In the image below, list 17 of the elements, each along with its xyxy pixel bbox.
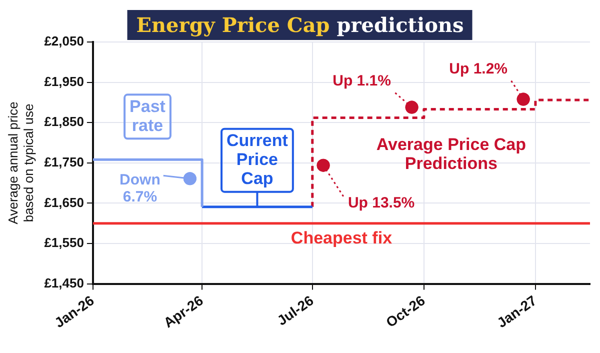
series-label: Past rate xyxy=(130,96,166,135)
y-tick-label: £2,050 xyxy=(44,34,84,49)
y-tick-label: £1,850 xyxy=(44,114,84,130)
y-tick-label: £1,750 xyxy=(44,154,84,170)
series-label: Current Price Cap xyxy=(226,131,288,188)
data-label: Up 1.1% xyxy=(332,72,391,90)
y-tick-label: £1,450 xyxy=(44,275,84,290)
data-label: Up 1.2% xyxy=(449,60,508,78)
y-tick-label: £1,550 xyxy=(44,235,84,250)
y-tick-label: £1,650 xyxy=(44,194,84,210)
chart-title: Energy Price Cap predictions xyxy=(127,10,473,40)
y-axis-title: Average annual price based on typical use xyxy=(5,102,36,224)
series-label: Average Price Cap Predictions xyxy=(376,134,526,173)
data-label: Down 6.7% xyxy=(120,171,160,206)
ref-line-label: Cheapest fix xyxy=(290,228,393,248)
y-tick-label: £1,950 xyxy=(44,74,84,89)
data-label: Up 13.5% xyxy=(348,194,415,212)
